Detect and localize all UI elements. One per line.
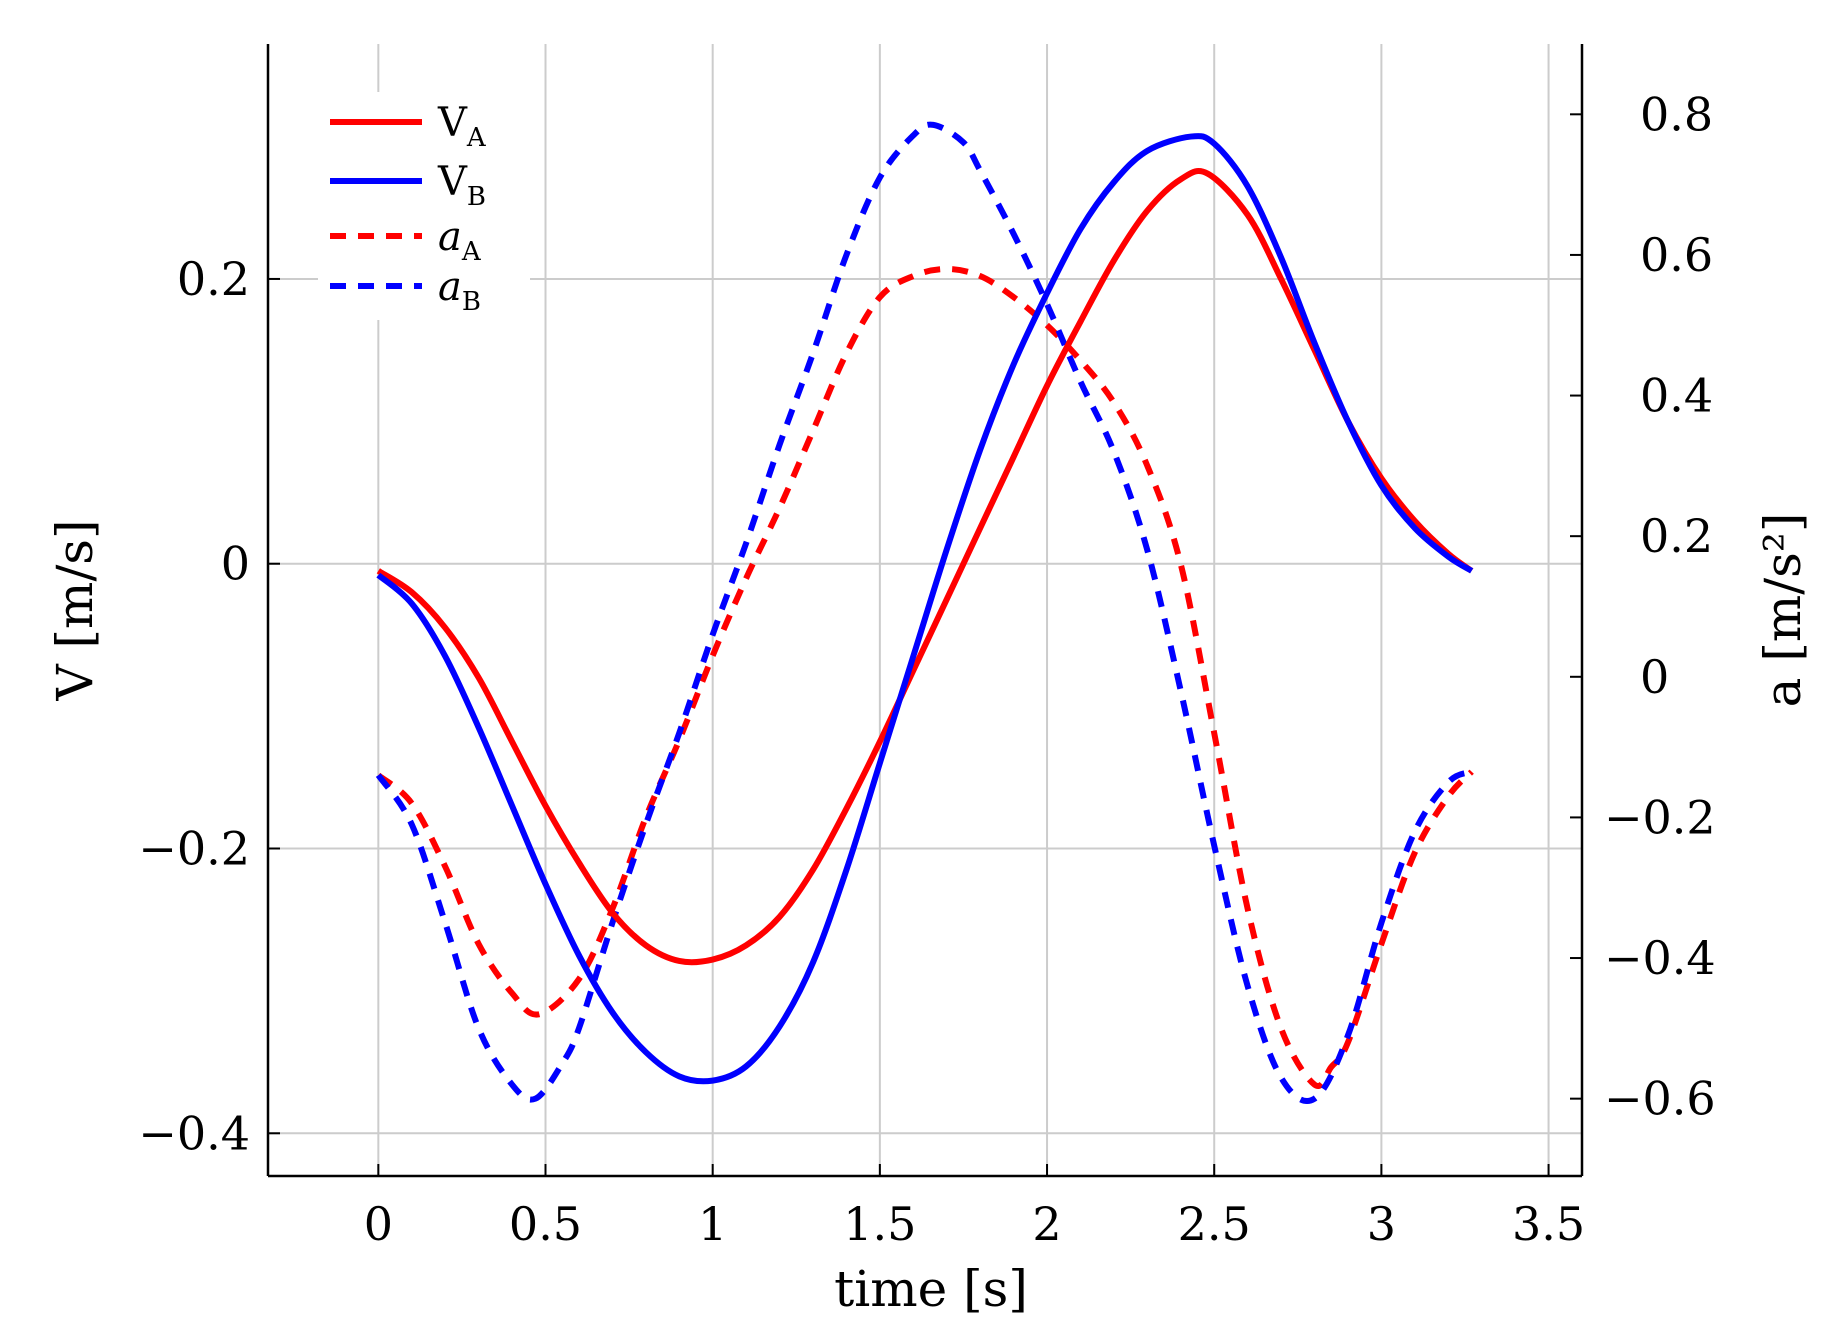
- x-axis-label: time [s]: [834, 1260, 1028, 1318]
- x-tick-label: 3: [1367, 1197, 1396, 1251]
- y-left-tick-label: 0.2: [177, 252, 250, 306]
- y-right-tick-label: −0.4: [1604, 931, 1716, 985]
- y-right-tick-label: 0: [1640, 650, 1669, 704]
- series-line-v-a: [376, 168, 1474, 966]
- x-tick-label: 0.5: [509, 1197, 582, 1251]
- x-tick-label: 3.5: [1512, 1197, 1585, 1251]
- axes: [266, 44, 1584, 1178]
- y-left-axis-label: V [m/s]: [46, 520, 104, 702]
- x-tick-label: 2.5: [1178, 1197, 1251, 1251]
- series-line-a-b: [375, 121, 1473, 1104]
- series-line-v-b: [376, 132, 1474, 1085]
- series-line-a-a: [376, 265, 1474, 1089]
- tick-labels: 0 0.5 1 1.5 2 2.5 3 3.5 −0.4 −0.2 0 0.2 −0.6 −0.4 −0.2…: [138, 87, 1715, 1251]
- legend-label-a-a: aA: [438, 214, 482, 267]
- legend-label-a-b: aB: [438, 264, 481, 317]
- y-right-tick-label: 0.8: [1640, 87, 1713, 141]
- x-tick-label: 0: [364, 1197, 393, 1251]
- legend-background: [318, 92, 530, 320]
- y-left-tick-label: 0: [221, 537, 250, 591]
- x-tick-label: 2: [1032, 1197, 1061, 1251]
- x-tick-label: 1: [698, 1197, 727, 1251]
- y-right-tick-label: 0.6: [1640, 228, 1713, 282]
- axis-labels: time [s] V [m/s] a [m/s²]: [46, 513, 1812, 1318]
- plot-series: [375, 121, 1474, 1104]
- y-right-tick-label: −0.6: [1604, 1072, 1716, 1126]
- x-tick-label: 1.5: [843, 1197, 916, 1251]
- y-right-tick-label: 0.2: [1640, 509, 1713, 563]
- y-right-tick-label: 0.4: [1640, 369, 1713, 423]
- y-left-tick-label: −0.4: [138, 1106, 250, 1160]
- y-right-axis-label: a [m/s²]: [1754, 513, 1812, 708]
- legend-label-v-a: VA: [437, 100, 487, 153]
- y-left-tick-label: −0.2: [138, 822, 250, 876]
- legend-label-v-b: VB: [437, 159, 486, 212]
- y-right-tick-label: −0.2: [1604, 790, 1716, 844]
